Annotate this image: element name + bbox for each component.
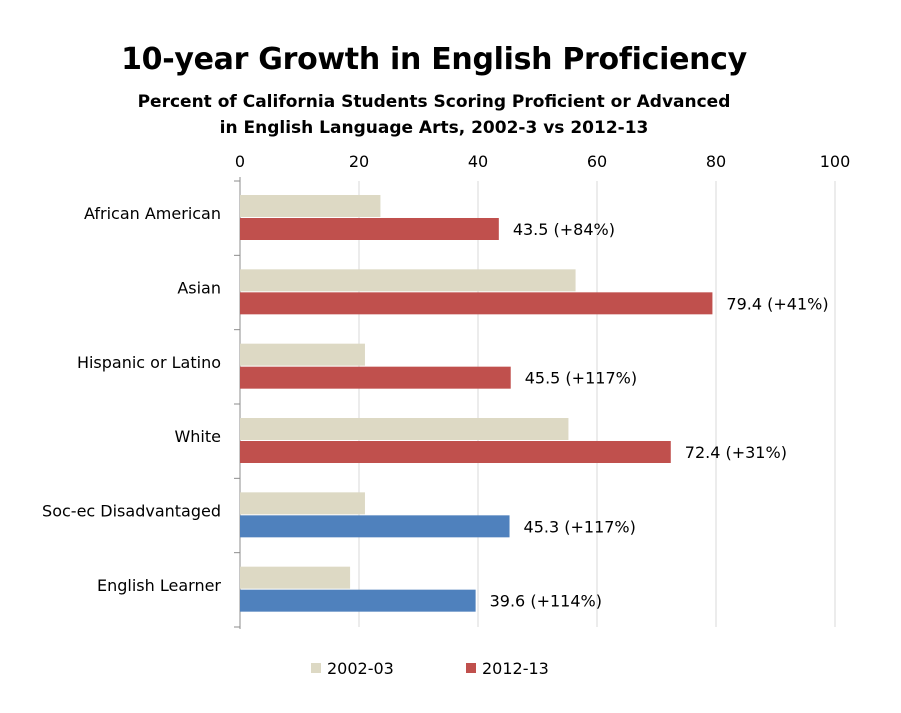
axes: 0 20 40 60 80 100 African American Asian Hispani… bbox=[42, 152, 850, 629]
bar-2002-03 bbox=[240, 195, 381, 217]
category-label: English Learner bbox=[97, 576, 221, 595]
bar-2002-03 bbox=[240, 343, 365, 366]
data-label: 43.5 (+84%) bbox=[513, 220, 615, 239]
x-tick-label-0: 0 bbox=[235, 152, 245, 171]
data-label: 45.5 (+117%) bbox=[525, 369, 637, 388]
x-tick-label-100: 100 bbox=[820, 152, 851, 171]
bar-2012-13 bbox=[240, 366, 511, 389]
x-tick-label-80: 80 bbox=[706, 152, 726, 171]
data-label: 39.6 (+114%) bbox=[490, 592, 602, 611]
legend-label-2012-13: 2012-13 bbox=[482, 659, 549, 678]
category-label: Soc-ec Disadvantaged bbox=[42, 502, 221, 521]
bar-2002-03 bbox=[240, 418, 569, 440]
x-tick-label-40: 40 bbox=[468, 152, 488, 171]
category-label: African American bbox=[84, 204, 221, 223]
legend-swatch-2012-13 bbox=[466, 663, 476, 673]
x-tick-label-20: 20 bbox=[349, 152, 369, 171]
x-tick-label-60: 60 bbox=[587, 152, 607, 171]
bar-2002-03 bbox=[240, 566, 351, 589]
category-label: Asian bbox=[177, 279, 221, 298]
legend: 2002-03 2012-13 bbox=[311, 659, 549, 678]
chart-subtitle: Percent of California Students Scoring P… bbox=[0, 89, 868, 141]
bar-2002-03 bbox=[240, 492, 365, 515]
data-label: 45.3 (+117%) bbox=[524, 517, 636, 536]
legend-label-2002-03: 2002-03 bbox=[327, 659, 394, 678]
category-label: Hispanic or Latino bbox=[77, 353, 221, 372]
bar-2002-03 bbox=[240, 269, 576, 292]
bar-2012-13 bbox=[240, 292, 713, 315]
legend-swatch-2002-03 bbox=[311, 663, 321, 673]
bar-2012-13 bbox=[240, 589, 476, 612]
category-label: White bbox=[174, 427, 221, 446]
data-label: 72.4 (+31%) bbox=[685, 443, 787, 462]
gridlines bbox=[358, 181, 836, 627]
bar-2012-13 bbox=[240, 218, 499, 240]
bar-2012-13 bbox=[240, 441, 671, 463]
bars bbox=[240, 195, 713, 612]
chart-subtitle-line2: in English Language Arts, 2002-3 vs 2012… bbox=[219, 118, 649, 138]
chart-title: 10-year Growth in English Proficiency bbox=[121, 42, 747, 77]
data-labels: 43.5 (+84%) 79.4 (+41%) 45.5 (+117%) 72.4 (… bbox=[490, 220, 829, 611]
data-label: 79.4 (+41%) bbox=[726, 294, 828, 313]
bar-2012-13 bbox=[240, 515, 510, 538]
chart-subtitle-line1: Percent of California Students Scoring P… bbox=[137, 92, 731, 112]
